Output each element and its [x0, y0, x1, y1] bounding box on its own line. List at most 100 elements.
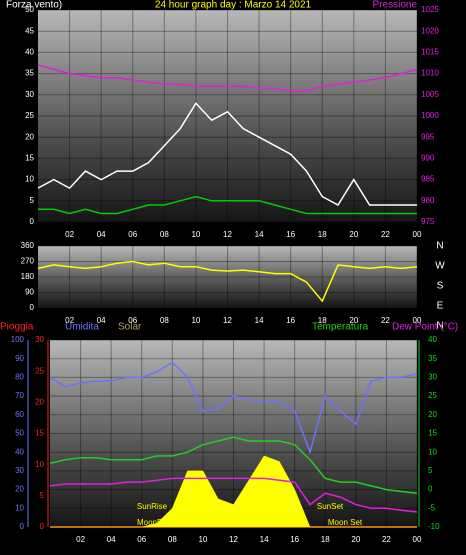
tick-label: 30 — [15, 466, 24, 475]
tick-label: 5 — [428, 466, 433, 475]
tick-label: 20 — [25, 132, 34, 141]
tick-label: 20 — [35, 397, 44, 406]
tick-label: 990 — [421, 154, 435, 163]
area — [50, 455, 417, 528]
tick-label: 35 — [25, 69, 34, 78]
tick-label: 0 — [40, 522, 45, 531]
tick-label: 80 — [15, 373, 24, 382]
tick-label: 10 — [25, 175, 34, 184]
x-tick-label: 00 — [413, 316, 422, 325]
tick-label: 20 — [15, 485, 24, 494]
tick-label: 40 — [428, 335, 437, 344]
compass-label: N — [436, 241, 443, 252]
x-tick-label: 12 — [223, 316, 232, 325]
line — [37, 102, 417, 206]
tick-label: 10 — [35, 460, 44, 469]
x-tick-label: 02 — [65, 230, 74, 239]
compass-label: E — [437, 301, 444, 312]
line — [49, 477, 418, 513]
x-tick-label: 16 — [286, 230, 295, 239]
tick-label: -5 — [428, 503, 436, 512]
annotation: SunRise — [137, 502, 168, 511]
tick-label: 0 — [30, 217, 35, 226]
legend-label: Temperatura — [312, 322, 369, 333]
tick-label: -10 — [428, 522, 440, 531]
tick-label: 270 — [21, 257, 35, 266]
x-tick-label: 04 — [97, 316, 106, 325]
x-tick-label: 12 — [223, 230, 232, 239]
tick-label: 980 — [421, 196, 435, 205]
x-tick-label: 04 — [107, 535, 116, 544]
tick-label: 35 — [428, 354, 437, 363]
tick-label: 25 — [25, 111, 34, 120]
tick-label: 1000 — [421, 111, 439, 120]
x-tick-label: 14 — [260, 535, 269, 544]
plot-area — [38, 10, 417, 222]
plot-area — [50, 340, 417, 527]
tick-label: 30 — [25, 90, 34, 99]
x-tick-label: 16 — [286, 316, 295, 325]
tick-label: 1020 — [421, 26, 439, 35]
tick-label: 5 — [30, 196, 35, 205]
tick-label: 40 — [25, 48, 34, 57]
annotation: SunSet — [317, 502, 344, 511]
tick-label: 180 — [21, 272, 35, 281]
x-tick-label: 16 — [290, 535, 299, 544]
tick-label: 0 — [428, 485, 433, 494]
compass-label: N — [436, 321, 443, 332]
tick-label: 15 — [25, 154, 34, 163]
tick-label: 90 — [15, 354, 24, 363]
tick-label: 985 — [421, 175, 435, 184]
x-tick-label: 00 — [413, 535, 422, 544]
tick-label: 15 — [428, 429, 437, 438]
legend-label: Dew Point (°C) — [392, 322, 458, 333]
tick-label: 70 — [15, 391, 24, 400]
x-tick-label: 02 — [76, 535, 85, 544]
x-tick-label: 02 — [65, 316, 74, 325]
annotation: Moon Set — [328, 518, 363, 527]
tick-label: 360 — [21, 241, 35, 250]
x-tick-label: 10 — [198, 535, 207, 544]
line — [37, 260, 418, 303]
x-tick-label: 10 — [191, 230, 200, 239]
x-tick-label: 12 — [229, 535, 238, 544]
x-tick-label: 08 — [160, 316, 169, 325]
line — [49, 436, 418, 495]
tick-label: 1010 — [421, 69, 439, 78]
tick-label: 995 — [421, 132, 435, 141]
tick-label: 10 — [15, 503, 24, 512]
tick-label: 25 — [428, 391, 437, 400]
x-tick-label: 22 — [382, 535, 391, 544]
legend-label: Pioggia — [0, 322, 34, 333]
x-tick-label: 08 — [168, 535, 177, 544]
compass-label: S — [437, 281, 444, 292]
plot-area — [38, 246, 417, 308]
tick-label: 0 — [30, 303, 35, 312]
tick-label: 975 — [421, 217, 435, 226]
x-tick-label: 20 — [349, 230, 358, 239]
legend-label: Solar — [118, 322, 142, 333]
x-tick-label: 00 — [413, 230, 422, 239]
x-tick-label: 22 — [381, 230, 390, 239]
tick-label: 50 — [25, 5, 34, 14]
line — [38, 195, 417, 215]
tick-label: 1015 — [421, 48, 439, 57]
tick-label: 1025 — [421, 5, 439, 14]
tick-label: 30 — [428, 373, 437, 382]
tick-label: 60 — [15, 410, 24, 419]
tick-label: 15 — [35, 429, 44, 438]
line — [49, 361, 418, 455]
tick-label: 100 — [11, 335, 25, 344]
tick-label: 5 — [40, 491, 45, 500]
tick-label: 30 — [35, 335, 44, 344]
y2-label: Pressione — [373, 0, 418, 11]
x-tick-label: 14 — [255, 316, 264, 325]
tick-label: 1005 — [421, 90, 439, 99]
x-tick-label: 18 — [318, 316, 327, 325]
chart-title: 24 hour graph day : Marzo 14 2021 — [155, 0, 312, 11]
tick-label: 50 — [15, 429, 24, 438]
x-tick-label: 18 — [321, 535, 330, 544]
legend-label: Umidita — [65, 322, 99, 333]
x-tick-label: 10 — [191, 316, 200, 325]
